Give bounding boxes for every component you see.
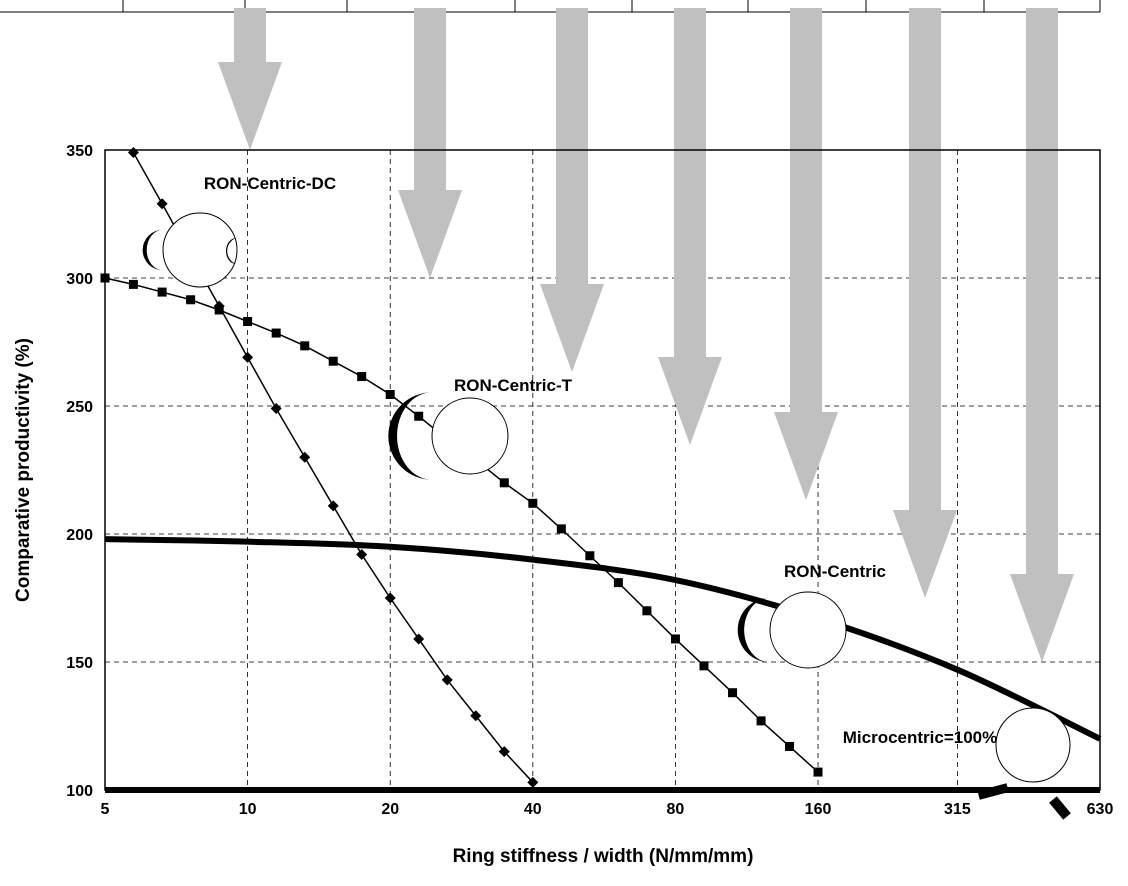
marker — [270, 403, 282, 415]
x-tick-label: 5 — [101, 801, 110, 818]
x-tick-label: 630 — [1087, 801, 1114, 818]
x-tick-label: 40 — [524, 801, 542, 818]
marker — [128, 279, 138, 289]
ring-pictures — [142, 212, 1071, 820]
marker — [813, 767, 823, 777]
marker — [642, 606, 652, 616]
plot-frame — [104, 149, 1101, 791]
grid — [105, 150, 1100, 790]
marker — [585, 551, 595, 561]
marker — [728, 688, 738, 698]
arrow — [398, 8, 462, 278]
marker — [756, 716, 766, 726]
marker — [157, 287, 167, 297]
marker — [214, 305, 224, 315]
arrow — [218, 8, 282, 150]
marker — [127, 147, 139, 159]
marker — [356, 548, 368, 560]
arrow — [540, 8, 604, 372]
arrows — [218, 8, 1074, 662]
marker — [385, 389, 395, 399]
series-label: Microcentric=100% — [843, 728, 998, 747]
series-line — [104, 536, 1102, 742]
x-tick-label: 20 — [381, 801, 399, 818]
x-axis-title: Ring stiffness / width (N/mm/mm) — [453, 846, 754, 867]
ring — [431, 397, 509, 475]
x-tick-label: 80 — [667, 801, 685, 818]
arrow — [774, 8, 838, 500]
y-tick-label: 150 — [66, 655, 93, 672]
marker — [470, 710, 482, 722]
bracket — [977, 783, 1009, 800]
series-label: RON-Centric-DC — [204, 174, 336, 193]
marker — [414, 411, 424, 421]
marker — [785, 741, 795, 751]
x-tick-label: 315 — [944, 801, 971, 818]
marker — [271, 328, 281, 338]
marker — [699, 661, 709, 671]
lines — [100, 147, 1102, 793]
marker — [441, 674, 453, 686]
y-tick-label: 100 — [66, 783, 93, 800]
marker — [328, 356, 338, 366]
series-label: RON-Centric — [784, 562, 886, 581]
marker — [327, 500, 339, 512]
marker — [498, 746, 510, 758]
marker — [413, 633, 425, 645]
series-label: RON-Centric-T — [454, 376, 573, 395]
marker — [528, 498, 538, 508]
marker — [357, 372, 367, 382]
marker — [242, 351, 254, 363]
marker — [670, 634, 680, 644]
ring — [769, 591, 847, 669]
ring — [162, 212, 238, 288]
marker — [300, 341, 310, 351]
marker — [613, 578, 623, 588]
bearing — [142, 229, 163, 271]
marker — [156, 198, 168, 210]
y-axis-title: Comparative productivity (%) — [13, 338, 34, 602]
x-tick-label: 10 — [239, 801, 257, 818]
marker — [499, 478, 509, 488]
marker — [556, 524, 566, 534]
y-tick-label: 350 — [66, 143, 93, 160]
labels: 100 150 200 250 300 350 5 10 20 40 80 160 315 630 RON-… — [66, 143, 1113, 818]
arrow — [893, 8, 957, 598]
y-tick-label: 300 — [66, 271, 93, 288]
marker — [243, 317, 253, 327]
ring — [995, 707, 1071, 783]
arrow — [658, 8, 722, 445]
marker — [527, 776, 539, 788]
bracket — [1049, 796, 1071, 820]
y-tick-label: 250 — [66, 399, 93, 416]
y-tick-label: 200 — [66, 527, 93, 544]
marker — [384, 592, 396, 604]
marker — [299, 451, 311, 463]
arrow — [1010, 8, 1074, 662]
x-tick-label: 160 — [805, 801, 832, 818]
bearing — [226, 238, 236, 264]
marker — [186, 295, 196, 305]
bearing — [388, 392, 432, 480]
bearing — [737, 597, 770, 663]
